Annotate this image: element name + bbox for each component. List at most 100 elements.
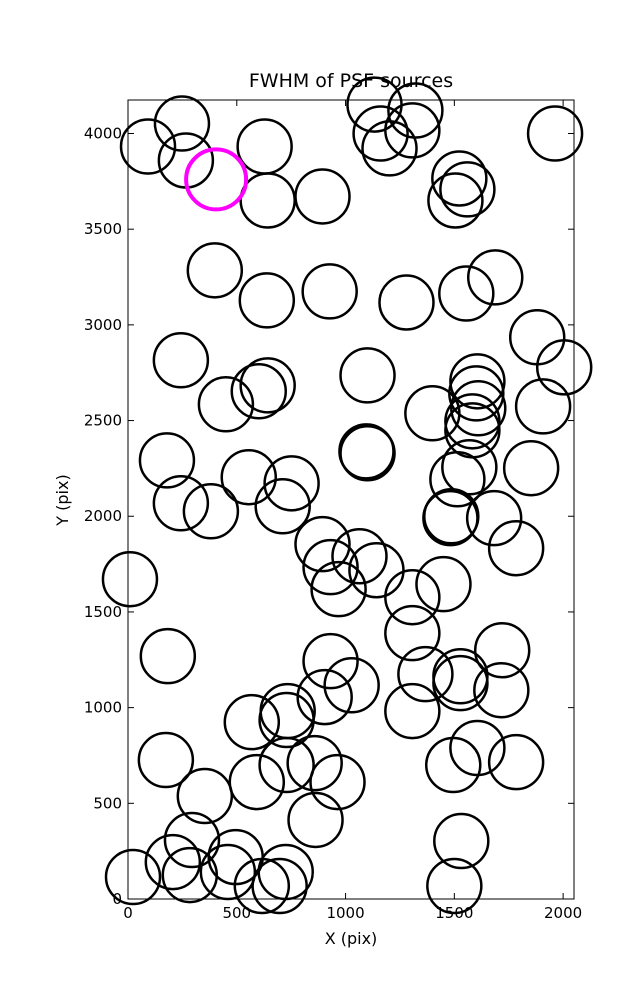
source-circle	[502, 439, 560, 497]
source-circle	[439, 161, 496, 218]
source-circle	[397, 645, 454, 703]
source-circle	[286, 734, 343, 792]
y-tick-label: 1500	[84, 603, 122, 621]
x-axis-label: X (pix)	[325, 929, 378, 948]
source-circle	[176, 767, 234, 825]
source-circle	[152, 474, 210, 532]
source-circle	[526, 105, 584, 162]
source-circle	[487, 519, 545, 577]
source-circle	[239, 357, 296, 414]
highlight-circle	[184, 147, 249, 212]
source-circle	[101, 550, 159, 608]
source-circle	[236, 118, 293, 175]
source-circle	[161, 846, 219, 904]
source-circle	[450, 380, 507, 437]
source-circle	[138, 432, 196, 489]
source-circle	[254, 478, 311, 535]
source-circle	[449, 719, 506, 777]
source-circle	[238, 272, 296, 329]
source-circle	[251, 857, 308, 915]
source-circle	[348, 541, 405, 599]
source-circle	[473, 661, 530, 719]
source-circle	[223, 693, 281, 751]
source-circle	[438, 265, 495, 322]
source-circle	[137, 731, 195, 789]
source-circle	[339, 425, 396, 482]
x-tick-label: 1000	[326, 904, 364, 922]
source-circle	[384, 604, 441, 662]
source-circle	[197, 376, 255, 433]
source-circle	[309, 753, 366, 811]
source-circle	[163, 811, 221, 869]
source-circle	[535, 339, 593, 396]
source-circle	[230, 363, 288, 420]
y-tick-label: 4000	[84, 124, 122, 142]
source-circle	[514, 378, 572, 435]
x-tick-label: 2000	[544, 904, 582, 922]
source-circle	[152, 332, 210, 389]
source-circle	[186, 242, 244, 299]
source-circle	[294, 168, 351, 225]
source-circle	[153, 95, 211, 152]
source-circle	[339, 347, 396, 404]
source-circle	[287, 791, 344, 849]
source-circle	[258, 736, 315, 794]
x-tick-label: 0	[123, 904, 133, 922]
source-circle	[233, 857, 291, 915]
source-circle	[433, 812, 490, 870]
source-circle	[220, 448, 277, 506]
y-tick-label: 1000	[84, 699, 122, 717]
source-circle	[301, 263, 358, 320]
source-circle	[487, 733, 545, 791]
source-circle	[387, 82, 444, 139]
source-circle	[384, 568, 441, 626]
source-circle	[449, 353, 506, 410]
source-circle	[199, 843, 257, 901]
source-circle	[104, 848, 162, 906]
y-tick-label: 500	[93, 794, 122, 812]
source-circle	[423, 487, 480, 545]
source-circle	[427, 172, 484, 229]
source-circle	[119, 118, 177, 175]
source-circle	[361, 120, 418, 177]
source-circle	[473, 621, 531, 679]
source-circle	[294, 515, 351, 573]
x-tick-label: 500	[222, 904, 251, 922]
source-circle	[425, 736, 482, 794]
source-circle	[378, 274, 435, 331]
source-circle	[415, 555, 472, 613]
source-circle	[384, 102, 441, 159]
source-circle	[302, 632, 359, 690]
source-circle	[466, 249, 524, 306]
source-circle	[182, 483, 240, 540]
source-circle	[384, 682, 441, 740]
source-circle	[404, 385, 461, 442]
source-circle	[331, 527, 388, 585]
source-circle	[465, 489, 523, 547]
y-tick-label: 3500	[84, 220, 122, 238]
source-circle	[144, 833, 202, 891]
source-circle	[263, 455, 320, 512]
source-circle	[441, 439, 498, 496]
source-circle	[310, 560, 367, 618]
source-circle	[228, 753, 286, 811]
source-circle	[426, 857, 483, 915]
source-circle	[444, 393, 501, 450]
y-tick-label: 2500	[84, 412, 122, 430]
source-circle	[239, 172, 296, 229]
source-circle	[429, 451, 486, 508]
y-tick-label: 2000	[84, 507, 122, 525]
source-circle	[431, 150, 488, 207]
source-circle	[258, 691, 315, 749]
source-circle	[323, 656, 380, 714]
source-circle	[508, 309, 566, 366]
x-tick-label: 1500	[435, 904, 473, 922]
source-circle	[296, 668, 353, 726]
plot-frame	[127, 99, 575, 900]
y-tick-label: 0	[112, 890, 122, 908]
source-circle	[302, 538, 359, 596]
source-circle	[432, 654, 489, 712]
chart-title: FWHM of PSF sources	[249, 70, 453, 92]
y-axis-label: Y (pix)	[53, 474, 72, 526]
